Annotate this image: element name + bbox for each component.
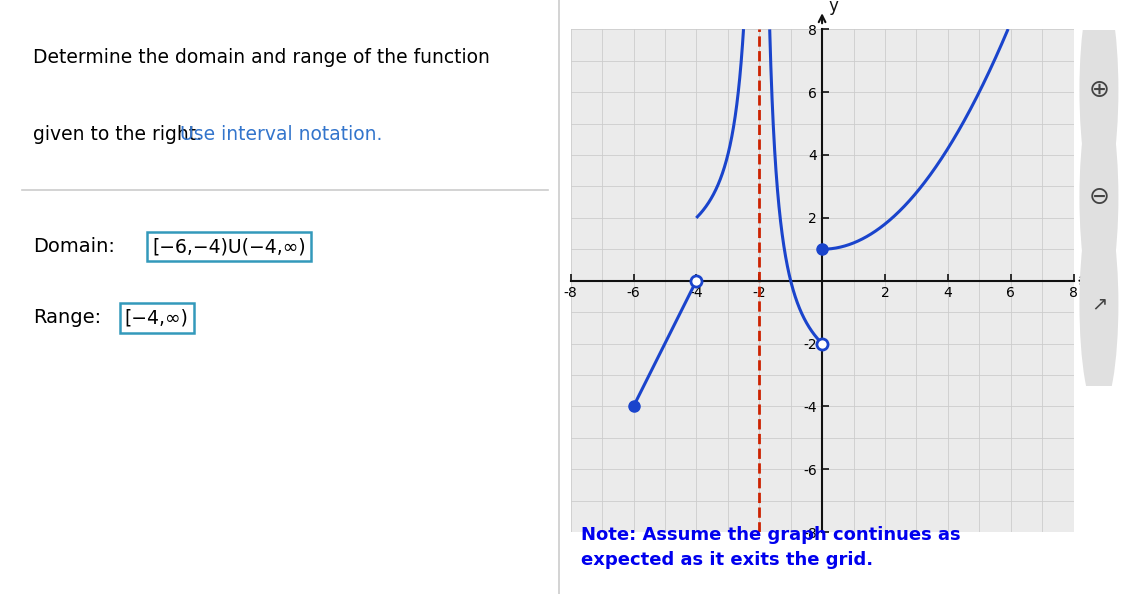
Text: Domain:: Domain: bbox=[34, 237, 115, 256]
Text: x: x bbox=[1094, 264, 1104, 282]
Text: given to the right.: given to the right. bbox=[34, 125, 208, 144]
Text: Use interval notation.: Use interval notation. bbox=[180, 125, 383, 144]
Circle shape bbox=[1080, 0, 1118, 197]
Text: Note: Assume the graph continues as
expected as it exits the grid.: Note: Assume the graph continues as expe… bbox=[581, 526, 960, 569]
Text: ⊕: ⊕ bbox=[1088, 78, 1110, 102]
Circle shape bbox=[1080, 90, 1118, 304]
Text: Determine the domain and range of the function: Determine the domain and range of the fu… bbox=[34, 48, 490, 67]
Text: [−6,−4)U(−4,∞): [−6,−4)U(−4,∞) bbox=[153, 237, 306, 256]
Text: y: y bbox=[828, 0, 838, 15]
Text: ↗: ↗ bbox=[1090, 295, 1107, 314]
Text: ⊖: ⊖ bbox=[1088, 185, 1110, 209]
Text: Range:: Range: bbox=[34, 308, 102, 327]
Circle shape bbox=[1080, 197, 1118, 411]
Text: [−4,∞): [−4,∞) bbox=[124, 308, 189, 327]
